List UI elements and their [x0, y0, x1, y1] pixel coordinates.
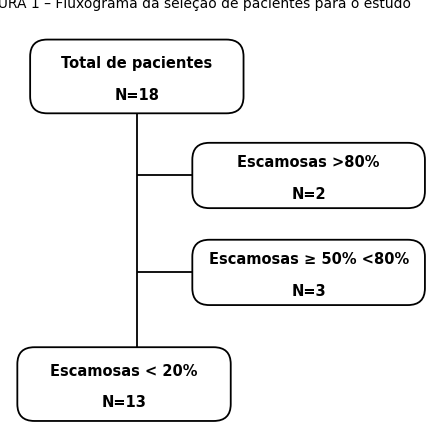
- Text: N=2: N=2: [291, 186, 326, 201]
- FancyBboxPatch shape: [192, 144, 425, 208]
- Text: N=18: N=18: [114, 88, 159, 102]
- Text: Total de pacientes: Total de pacientes: [61, 56, 213, 71]
- FancyBboxPatch shape: [30, 40, 244, 114]
- Text: Escamosas >80%: Escamosas >80%: [237, 155, 380, 170]
- Text: N=13: N=13: [102, 394, 147, 410]
- FancyBboxPatch shape: [17, 347, 231, 421]
- Text: Escamosas < 20%: Escamosas < 20%: [50, 363, 198, 378]
- Text: FIGURA 1 – Fluxograma da seleção de pacientes para o estudo: FIGURA 1 – Fluxograma da seleção de paci…: [0, 0, 411, 11]
- Text: Escamosas ≥ 50% <80%: Escamosas ≥ 50% <80%: [209, 251, 409, 266]
- FancyBboxPatch shape: [192, 240, 425, 305]
- Text: N=3: N=3: [291, 283, 326, 298]
